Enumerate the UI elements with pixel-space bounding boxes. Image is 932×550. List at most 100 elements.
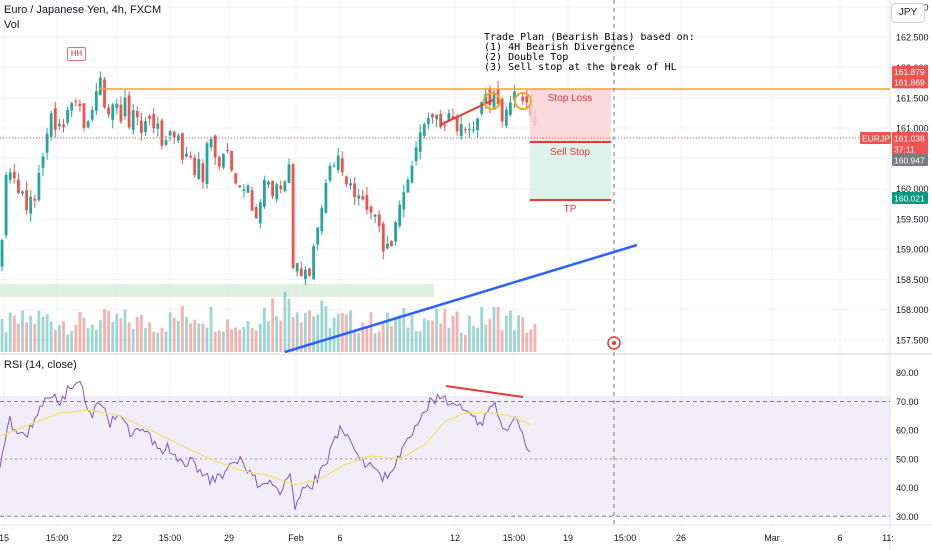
time-tick-label: 15:00: [159, 533, 182, 543]
sell-stop-label: Sell Stop: [550, 147, 590, 158]
volume-bar: [99, 320, 102, 352]
candle-body: [295, 263, 299, 272]
volume-bar: [476, 327, 479, 352]
candle-body: [271, 180, 274, 197]
volume-bar: [168, 312, 172, 352]
candle-body: [217, 157, 221, 167]
rsi-tick-label: 40.00: [896, 483, 919, 493]
candle-body: [287, 164, 291, 183]
volume-bar: [70, 330, 74, 352]
volume-bar: [17, 323, 20, 352]
candle-body: [443, 124, 447, 126]
volume-bar: [418, 331, 422, 352]
candle-body: [513, 91, 516, 101]
candle-body: [324, 183, 328, 213]
candle-body: [119, 104, 123, 122]
rising-trendline: [284, 243, 638, 354]
candle-body: [304, 269, 307, 280]
volume-bar: [521, 316, 525, 352]
candle-body: [299, 268, 303, 276]
volume-bar: [271, 298, 274, 352]
candle-body: [422, 124, 426, 136]
candle-body: [103, 79, 106, 108]
candle-body: [201, 163, 205, 182]
candle-body: [373, 214, 377, 217]
volume-bar: [312, 316, 315, 352]
volume-bar: [377, 331, 381, 352]
time-tick-label: 22: [112, 533, 122, 543]
volume-bar: [189, 323, 192, 352]
volume-bars: [0, 292, 537, 352]
candle-body: [332, 165, 336, 167]
volume-bar: [299, 322, 303, 352]
candle-body: [349, 183, 352, 186]
volume-bar: [33, 323, 37, 352]
candle-body: [135, 111, 139, 118]
candle-body: [246, 185, 250, 193]
candle-body: [49, 113, 53, 137]
volume-bar: [21, 310, 24, 352]
rsi-band-background: [0, 396, 890, 516]
price-tag-current-price: 161.038: [892, 132, 928, 144]
volume-bar: [373, 333, 377, 352]
candle-body: [185, 153, 188, 157]
candle-body: [66, 109, 69, 123]
volume-bar: [496, 306, 500, 352]
candle-body: [320, 207, 324, 232]
candle-body: [500, 99, 504, 122]
volume-bar: [82, 317, 86, 352]
candle-body: [369, 206, 373, 213]
volume-bar: [533, 323, 537, 352]
price-tag-text: 37:11: [894, 144, 915, 154]
candle-body: [37, 172, 41, 201]
candle-body: [148, 115, 151, 119]
candle-body: [29, 196, 33, 214]
volume-bar: [369, 312, 373, 352]
time-tick-label: 15:00: [614, 533, 637, 543]
candle-body: [4, 174, 8, 236]
volume-bar: [164, 331, 168, 352]
candle-body: [234, 173, 238, 184]
candle-body: [472, 129, 475, 131]
candle-body: [99, 77, 102, 96]
volume-bar: [242, 327, 246, 352]
candle-body: [189, 156, 192, 158]
volume-bar: [230, 329, 233, 352]
candle-body: [361, 196, 365, 200]
volume-bar: [295, 312, 299, 352]
candle-body: [258, 202, 262, 224]
candle-body: [381, 223, 385, 252]
candle-body: [205, 143, 209, 185]
volume-bar: [254, 330, 258, 352]
volume-bar: [463, 334, 467, 352]
candle-body: [468, 129, 471, 131]
price-tick-label: 157.500: [896, 335, 929, 345]
candle-body: [427, 118, 430, 125]
volume-bar: [513, 330, 516, 352]
candle-body: [181, 133, 184, 160]
volume-bar: [156, 332, 160, 352]
volume-bar: [238, 330, 242, 352]
currency-button[interactable]: JPY: [891, 3, 925, 23]
volume-bar: [94, 329, 98, 352]
volume-bar: [131, 328, 135, 352]
price-tag-text: 161.869: [894, 78, 925, 88]
volume-bar: [41, 316, 45, 352]
candle-body: [275, 184, 279, 200]
candle-body: [365, 194, 369, 210]
candle-body: [238, 185, 242, 188]
volume-label: Vol: [4, 19, 20, 31]
candle-body: [488, 88, 492, 105]
candle-body: [193, 157, 197, 176]
candle-body: [267, 181, 270, 185]
volume-bar: [422, 318, 426, 352]
volume-bar: [103, 309, 106, 352]
candle-body: [226, 150, 229, 152]
candle-body: [357, 195, 361, 199]
candle-body: [25, 190, 28, 211]
volume-bar: [58, 325, 61, 352]
volume-bar: [509, 310, 512, 352]
volume-bar: [148, 322, 151, 352]
volume-bar: [402, 308, 406, 352]
